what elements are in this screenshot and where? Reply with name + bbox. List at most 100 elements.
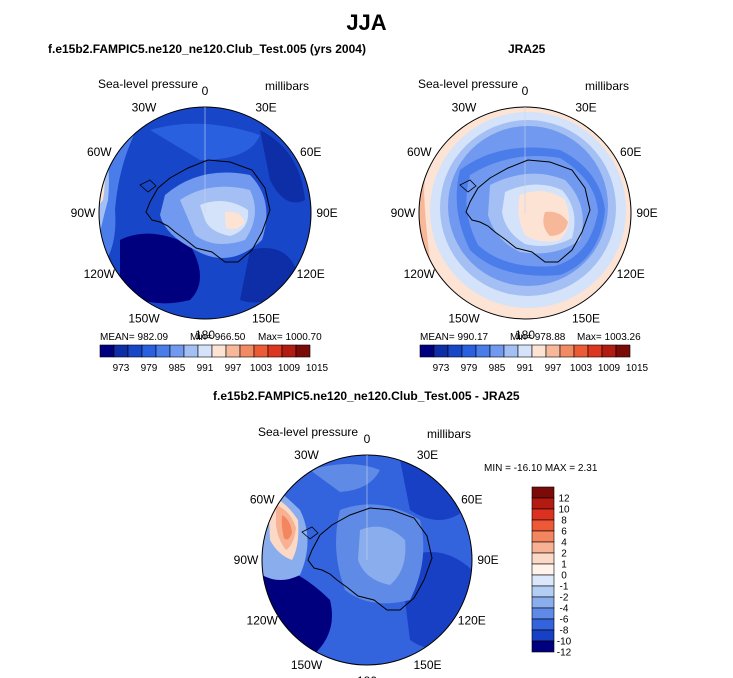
- diff-colorbar-swatch: [531, 574, 555, 587]
- model-colorbar-label: 979: [141, 363, 158, 374]
- obs-lon-label: 150E: [572, 312, 600, 326]
- model-colorbar-swatch: [197, 344, 213, 358]
- obs-colorbar-swatch: [419, 344, 435, 358]
- obs-map: [418, 106, 632, 320]
- obs-colorbar-label: 997: [545, 363, 562, 374]
- diff-lon-label: 30W: [294, 448, 319, 462]
- obs-colorbar-swatch: [615, 344, 631, 358]
- obs-colorbar-swatch: [489, 344, 505, 358]
- obs-colorbar-label: 1003: [570, 363, 593, 374]
- diff-colorbar-swatch: [531, 585, 555, 598]
- obs-colorbar-swatch: [475, 344, 491, 358]
- model-colorbar-label: 1003: [250, 363, 273, 374]
- model-lon-label: 120W: [84, 267, 116, 281]
- diff-colorbar-label: -8: [560, 626, 569, 637]
- obs-colorbar-label: 991: [517, 363, 534, 374]
- diff-lon-label: 30E: [417, 448, 438, 462]
- diff-colorbar-label: -12: [557, 648, 572, 659]
- model-colorbar-swatch: [225, 344, 241, 358]
- obs-lon-label: 180: [515, 328, 535, 342]
- diff-colorbar-label: 6: [561, 527, 567, 538]
- obs-colorbar-swatch: [601, 344, 617, 358]
- obs-colorbar-swatch: [461, 344, 477, 358]
- obs-colorbar-swatch: [447, 344, 463, 358]
- model-lon-label: 150W: [128, 312, 160, 326]
- model-lon-label: 90E: [316, 206, 337, 220]
- model-colorbar-label: 973: [113, 363, 130, 374]
- model-lon-label: 60W: [87, 145, 112, 159]
- diff-lon-label: 90W: [234, 553, 259, 567]
- diff-map: [261, 454, 473, 666]
- diff-colorbar-swatch: [531, 640, 555, 653]
- diff-minmax-text: MIN = -16.10 MAX = 2.31: [484, 463, 598, 474]
- colorbars: 973 979 985 991 997 1003 1009 1015 973 979 985 991 9…: [99, 344, 649, 659]
- obs-lon-label: 90W: [391, 206, 416, 220]
- model-lon-label: 60E: [300, 145, 321, 159]
- model-colorbar-swatch: [155, 344, 171, 358]
- diff-lon-label: 120W: [247, 614, 279, 628]
- model-colorbar-swatch: [169, 344, 185, 358]
- diff-colorbar-label: 12: [558, 494, 570, 505]
- diff-colorbar-label: -2: [560, 593, 569, 604]
- diff-colorbar-swatch: [531, 541, 555, 554]
- model-panel-title: f.e15b2.FAMPIC5.ne120_ne120.Club_Test.00…: [48, 42, 366, 56]
- obs-lon-label: 150W: [448, 312, 480, 326]
- diff-colorbar-label: 2: [561, 549, 567, 560]
- model-colorbar-swatch: [113, 344, 129, 358]
- model-colorbar-swatch: [281, 344, 297, 358]
- obs-units-label: millibars: [585, 79, 630, 93]
- diff-lon-label: 180: [357, 674, 377, 678]
- obs-colorbar-label: 1015: [626, 363, 649, 374]
- main-title: JJA: [346, 10, 387, 35]
- model-lon-label: 90W: [71, 206, 96, 220]
- obs-lon-label: 120E: [617, 267, 645, 281]
- diff-colorbar-label: 8: [561, 516, 567, 527]
- obs-lon-label: 90E: [636, 206, 657, 220]
- model-min-text: Min= 966.50: [190, 332, 246, 343]
- obs-colorbar-swatch: [503, 344, 519, 358]
- obs-panel-title: JRA25: [508, 42, 546, 56]
- model-colorbar-swatch: [239, 344, 255, 358]
- obs-max-text: Max= 1003.26: [577, 332, 641, 343]
- obs-lon-label: 60W: [407, 145, 432, 159]
- diff-colorbar-label: -10: [557, 637, 572, 648]
- model-map: [98, 106, 312, 320]
- obs-colorbar-label: 973: [433, 363, 450, 374]
- obs-colorbar-swatch: [587, 344, 603, 358]
- diff-colorbar-swatch: [531, 629, 555, 642]
- diff-colorbar-label: 0: [561, 571, 567, 582]
- obs-colorbar-swatch: [545, 344, 561, 358]
- obs-mean-text: MEAN= 990.17: [420, 332, 489, 343]
- obs-lon-label: 0: [522, 84, 529, 98]
- model-colorbar-swatch: [295, 344, 311, 358]
- diff-lon-label: 120E: [458, 614, 486, 628]
- obs-colorbar-swatch: [531, 344, 547, 358]
- obs-colorbar-swatch: [517, 344, 533, 358]
- obs-colorbar-label: 985: [489, 363, 506, 374]
- diff-colorbar-swatch: [531, 563, 555, 576]
- diff-colorbar-swatch: [531, 618, 555, 631]
- model-colorbar-swatch: [253, 344, 269, 358]
- diff-colorbar-label: -6: [560, 615, 569, 626]
- model-colorbar-swatch: [99, 344, 115, 358]
- model-lon-label: 150E: [252, 312, 280, 326]
- model-lon-label: 30W: [132, 100, 157, 114]
- obs-min-text: Min= 978.88: [510, 332, 566, 343]
- diff-colorbar-label: -1: [560, 582, 569, 593]
- diff-variable-label: Sea-level pressure: [258, 425, 359, 439]
- obs-colorbar-swatch: [573, 344, 589, 358]
- obs-lon-label: 30W: [452, 100, 477, 114]
- obs-colorbar-label: 979: [461, 363, 478, 374]
- diff-lon-label: 60W: [250, 493, 275, 507]
- model-lon-label: 30E: [255, 100, 276, 114]
- model-colorbar-label: 991: [197, 363, 214, 374]
- model-colorbar-label: 997: [225, 363, 242, 374]
- diff-lon-label: 150W: [291, 658, 323, 672]
- obs-lon-label: 60E: [620, 145, 641, 159]
- obs-colorbar-label: 1009: [598, 363, 621, 374]
- diff-colorbar-label: -4: [560, 604, 569, 615]
- model-lon-label: 0: [202, 84, 209, 98]
- diff-lon-label: 0: [364, 432, 371, 446]
- diff-colorbar-label: 1: [561, 560, 567, 571]
